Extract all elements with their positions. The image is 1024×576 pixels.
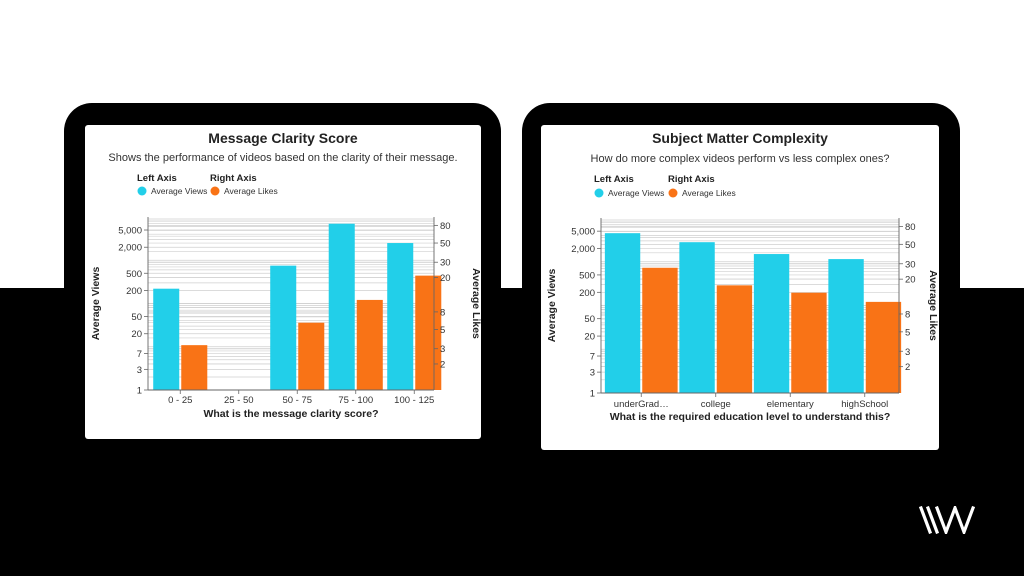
y-left-tick-label: 1 <box>137 386 142 397</box>
y-right-tick-label: 2 <box>440 359 445 370</box>
legend-likes-label: Average Likes <box>682 188 736 198</box>
bar-likes-2 <box>298 322 325 390</box>
y-axis-left-title: Average Views <box>90 267 102 341</box>
y-left-tick-label: 2,000 <box>571 244 595 255</box>
bar-views-2 <box>753 254 790 393</box>
bar-views-4 <box>387 243 414 390</box>
y-left-tick-label: 50 <box>131 312 142 323</box>
bar-views-3 <box>828 259 864 393</box>
bar-likes-4 <box>415 275 442 390</box>
x-tick-label: 0 - 25 <box>168 395 192 406</box>
legend-views-label: Average Views <box>151 186 207 196</box>
legend-likes-swatch <box>668 188 678 198</box>
chart-title: Subject Matter Complexity <box>652 130 828 146</box>
chart-card-complexity: Subject Matter Complexity How do more com… <box>541 125 939 450</box>
legend-left-heading: Left Axis <box>594 174 634 185</box>
bar-likes-2 <box>791 292 827 393</box>
bar-likes-3 <box>865 301 902 393</box>
y-left-tick-label: 50 <box>584 314 595 325</box>
chart-clarity: Message Clarity Score Shows the performan… <box>90 130 481 420</box>
legend-left-heading: Left Axis <box>137 173 177 184</box>
y-left-tick-label: 3 <box>590 368 595 379</box>
legend-views-swatch <box>594 188 604 198</box>
bar-views-1 <box>679 242 715 393</box>
y-left-tick-label: 5,000 <box>571 227 595 238</box>
x-tick-label: elementary <box>767 399 814 410</box>
x-tick-label: 75 - 100 <box>338 395 373 406</box>
chart-complexity: Subject Matter Complexity How do more com… <box>546 130 939 423</box>
y-left-tick-label: 3 <box>137 365 142 376</box>
y-axis-left-title: Average Views <box>546 269 558 343</box>
y-right-tick-label: 30 <box>440 258 451 269</box>
bar-views-3 <box>328 223 355 390</box>
y-left-tick-label: 2,000 <box>118 243 142 254</box>
x-tick-label: college <box>701 399 731 410</box>
legend-views-swatch <box>137 186 147 196</box>
y-left-tick-label: 5,000 <box>118 226 142 237</box>
x-axis-title: What is the required education level to … <box>610 411 891 423</box>
chart-subtitle: How do more complex videos perform vs le… <box>591 153 890 165</box>
bar-likes-0 <box>181 345 208 390</box>
chart-title: Message Clarity Score <box>208 130 358 146</box>
y-left-tick-label: 20 <box>131 329 142 340</box>
bar-views-0 <box>153 288 180 390</box>
y-left-tick-label: 200 <box>579 288 595 299</box>
x-tick-label: highSchool <box>841 399 888 410</box>
bar-likes-3 <box>356 299 383 390</box>
y-left-tick-label: 200 <box>126 286 142 297</box>
y-axis-right-title: Average Likes <box>927 270 939 341</box>
x-axis-title: What is the message clarity score? <box>203 408 378 420</box>
legend-right-heading: Right Axis <box>210 173 257 184</box>
y-left-tick-label: 7 <box>137 349 142 360</box>
y-right-tick-label: 5 <box>905 327 910 338</box>
y-right-tick-label: 3 <box>440 344 445 355</box>
legend-likes-label: Average Likes <box>224 186 278 196</box>
brand-logo-icon <box>919 506 975 534</box>
y-right-tick-label: 50 <box>440 239 451 250</box>
x-tick-label: 50 - 75 <box>282 395 312 406</box>
y-right-tick-label: 8 <box>440 307 445 318</box>
legend-likes-swatch <box>210 186 220 196</box>
legend-right-heading: Right Axis <box>668 174 715 185</box>
y-left-tick-label: 500 <box>126 269 142 280</box>
y-left-tick-label: 20 <box>584 332 595 343</box>
y-right-tick-label: 20 <box>440 273 451 284</box>
y-right-tick-label: 3 <box>905 347 910 358</box>
bars <box>153 223 442 390</box>
bars <box>604 233 902 393</box>
y-right-tick-label: 2 <box>905 362 910 373</box>
y-left-tick-label: 7 <box>590 352 595 363</box>
legend: Left Axis Right Axis Average Views Average … <box>594 174 736 198</box>
y-right-tick-label: 5 <box>440 325 445 336</box>
chart-card-clarity: Message Clarity Score Shows the performan… <box>85 125 481 439</box>
legend-views-label: Average Views <box>608 188 664 198</box>
x-tick-label: 25 - 50 <box>224 395 254 406</box>
y-axis-right-title: Average Likes <box>470 268 481 339</box>
y-left-tick-label: 1 <box>590 389 595 400</box>
y-right-tick-label: 8 <box>905 309 910 320</box>
y-right-tick-label: 30 <box>905 259 916 270</box>
y-right-tick-label: 80 <box>905 222 916 233</box>
bar-likes-1 <box>716 285 753 393</box>
chart-subtitle: Shows the performance of videos based on… <box>108 152 457 164</box>
x-tick-label: underGrad… <box>614 399 669 410</box>
bar-views-0 <box>604 233 641 393</box>
x-tick-label: 100 - 125 <box>394 395 434 406</box>
y-right-tick-label: 20 <box>905 275 916 286</box>
bar-views-2 <box>270 265 297 390</box>
bar-likes-0 <box>642 267 678 393</box>
y-right-tick-label: 50 <box>905 240 916 251</box>
y-right-tick-label: 80 <box>440 221 451 232</box>
y-left-tick-label: 500 <box>579 270 595 281</box>
